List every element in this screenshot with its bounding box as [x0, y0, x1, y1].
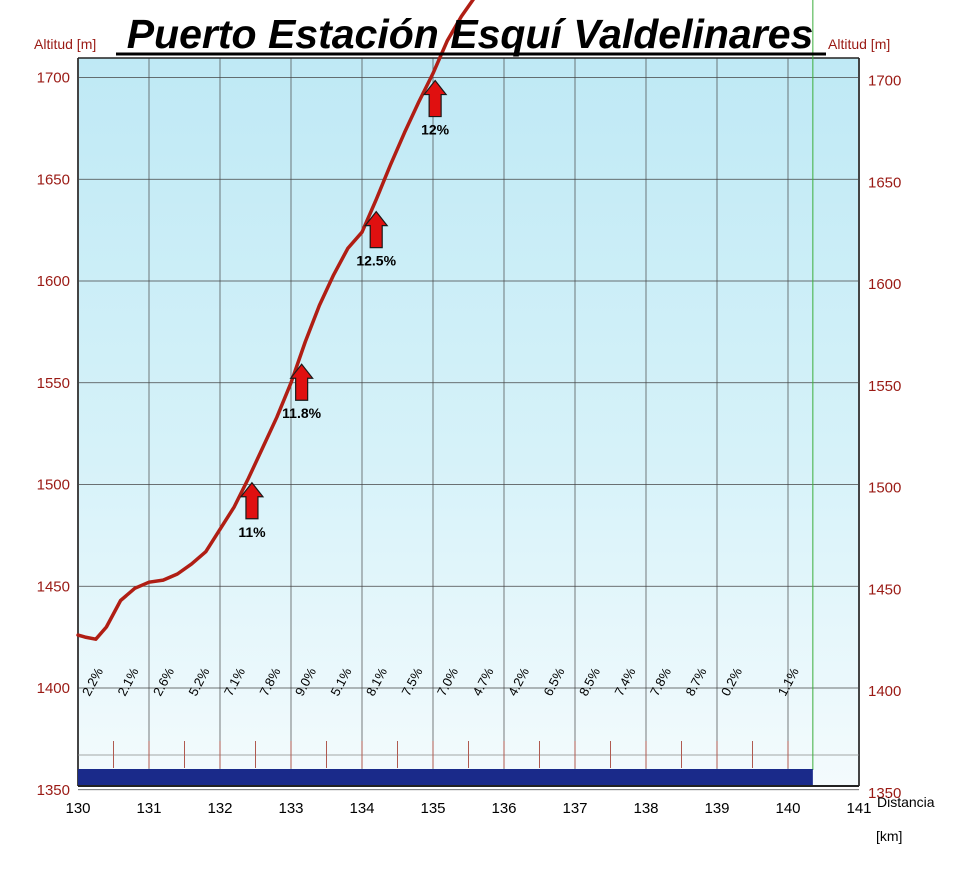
x-tick-label: 135: [420, 800, 445, 817]
y-tick-label-right: 1650: [868, 174, 901, 191]
y-tick-label-left: 1450: [37, 578, 70, 595]
y-axis-label-left: Altitud [m]: [34, 36, 96, 52]
x-tick-label: 138: [633, 800, 658, 817]
y-tick-label-right: 1450: [868, 581, 901, 598]
chart-title: Puerto Estación Esquí Valdelinares: [127, 11, 814, 57]
y-tick-label-left: 1550: [37, 375, 70, 392]
y-tick-label-right: 1550: [868, 378, 901, 395]
x-tick-label: 134: [349, 800, 374, 817]
y-axis-label-right: Altitud [m]: [828, 36, 890, 52]
y-tick-label-right: 1700: [868, 73, 901, 90]
max-gradient-markers: 11%11.8%12.5%12%13.7%10.6%12%12%: [238, 79, 450, 540]
max-gradient-label: 12.5%: [356, 253, 396, 269]
y-tick-label-right: 1350: [868, 785, 901, 802]
x-axis-unit: [km]: [876, 828, 902, 844]
x-tick-label: 139: [704, 800, 729, 817]
x-tick-label: 137: [562, 800, 587, 817]
max-gradient-arrow-icon: [239, 481, 265, 520]
x-tick-label: 130: [65, 800, 90, 817]
x-tick-label: 136: [491, 800, 516, 817]
y-tick-label-right: 1600: [868, 276, 901, 293]
altitude-profile-line: [76, 0, 476, 641]
x-tick-label: 132: [207, 800, 232, 817]
x-axis-label: Distancia: [877, 794, 935, 810]
y-tick-label-right: 1500: [868, 480, 901, 497]
y-tick-label-right: 1400: [868, 683, 901, 700]
max-gradient-arrow-icon: [289, 363, 314, 401]
max-gradient-arrow-icon: [422, 79, 448, 118]
y-tick-label-left: 1700: [37, 70, 70, 87]
distance-base-bar: [78, 769, 813, 785]
max-gradient-label: 12%: [421, 122, 450, 138]
x-ticks: 130 131 132 133 134 135 136 137 138 139 140 141: [65, 800, 871, 817]
y-ticks-right: 1350140014501500155016001650170017501800…: [868, 73, 901, 802]
y-tick-label-left: 1350: [37, 782, 70, 799]
max-gradient-label: 11.8%: [282, 405, 321, 421]
grid: [77, 0, 860, 791]
x-tick-label: 140: [775, 800, 800, 817]
y-tick-label-left: 1500: [37, 477, 70, 494]
y-tick-label-left: 1650: [37, 171, 70, 188]
x-tick-label: 131: [136, 800, 161, 817]
max-gradient-arrow-icon: [363, 210, 389, 249]
y-ticks-left: 1350140014501500155016001650170017501800…: [37, 70, 70, 799]
y-tick-label-left: 1600: [37, 273, 70, 290]
max-gradient-label: 11%: [238, 524, 266, 540]
x-tick-label: 133: [278, 800, 303, 817]
x-tick-label: 141: [846, 800, 871, 817]
y-tick-label-left: 1400: [37, 680, 70, 697]
distance-ruler: [113, 741, 789, 768]
